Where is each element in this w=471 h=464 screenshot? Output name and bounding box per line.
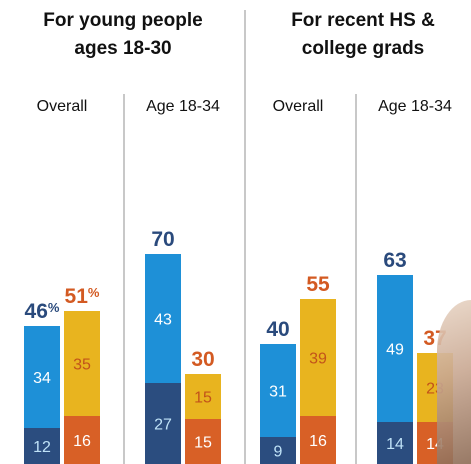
bar-segment-upper bbox=[185, 374, 221, 419]
bar-total-label: 46% bbox=[25, 300, 60, 323]
segment-label-upper: 35 bbox=[73, 357, 91, 374]
bar-total-label: 30 bbox=[191, 348, 214, 371]
segment-label-upper: 34 bbox=[33, 370, 51, 387]
panel-labels: Overall Age 18-34 Overall Age 18-34 bbox=[37, 98, 452, 115]
bar-total-label: 51% bbox=[65, 285, 100, 308]
segment-label-upper: 15 bbox=[194, 390, 212, 407]
segment-label-upper: 49 bbox=[386, 342, 404, 359]
bar-total-label: 55 bbox=[306, 273, 330, 296]
bar-total-label: 63 bbox=[383, 249, 406, 272]
segment-label-lower: 27 bbox=[154, 417, 172, 434]
group-title-grads-line1: For recent HS & bbox=[291, 10, 435, 31]
bar-total-label: 40 bbox=[266, 318, 289, 341]
segment-label-upper: 43 bbox=[154, 312, 172, 329]
bar-segment-lower bbox=[145, 383, 181, 464]
segment-label-upper: 39 bbox=[309, 351, 327, 368]
bar-segment-lower bbox=[64, 416, 100, 464]
bar-segment-upper bbox=[300, 299, 336, 416]
photo-fragment bbox=[437, 300, 471, 464]
segment-label-lower: 15 bbox=[194, 435, 212, 452]
segment-label-lower: 16 bbox=[309, 433, 327, 450]
bar-segment-upper bbox=[260, 344, 296, 437]
bar-segment-upper bbox=[64, 311, 100, 416]
group-title-young-line1: For young people bbox=[43, 10, 202, 31]
group-title-grads-line2: college grads bbox=[302, 38, 425, 59]
panel-label: Overall bbox=[273, 98, 324, 115]
bar-total-label: 70 bbox=[151, 228, 174, 251]
bar-segment-lower bbox=[185, 419, 221, 464]
bar-segment-lower bbox=[260, 437, 296, 464]
panel-label: Age 18-34 bbox=[146, 98, 220, 115]
bar-segment-upper bbox=[145, 254, 181, 383]
segment-label-lower: 14 bbox=[386, 436, 404, 453]
panel-label: Overall bbox=[37, 98, 88, 115]
segment-label-lower: 9 bbox=[274, 444, 283, 461]
bar-segment-upper bbox=[24, 326, 60, 428]
bar-segment-lower bbox=[377, 422, 413, 464]
segment-label-upper: 31 bbox=[269, 384, 287, 401]
group-title-young-line2: ages 18-30 bbox=[74, 38, 171, 59]
bar-segment-lower bbox=[300, 416, 336, 464]
bar-segment-upper bbox=[377, 275, 413, 422]
segment-label-lower: 16 bbox=[73, 433, 91, 450]
panel-label: Age 18-34 bbox=[378, 98, 452, 115]
bar-segment-lower bbox=[24, 428, 60, 464]
segment-label-lower: 12 bbox=[33, 439, 51, 456]
bars: 34 12 46% 35 16 51% 43 27 70 15 15 30 31 9 40 39 16 55 49 1… bbox=[24, 228, 453, 464]
group-titles: For young people ages 18-30 For recent H… bbox=[43, 10, 435, 59]
